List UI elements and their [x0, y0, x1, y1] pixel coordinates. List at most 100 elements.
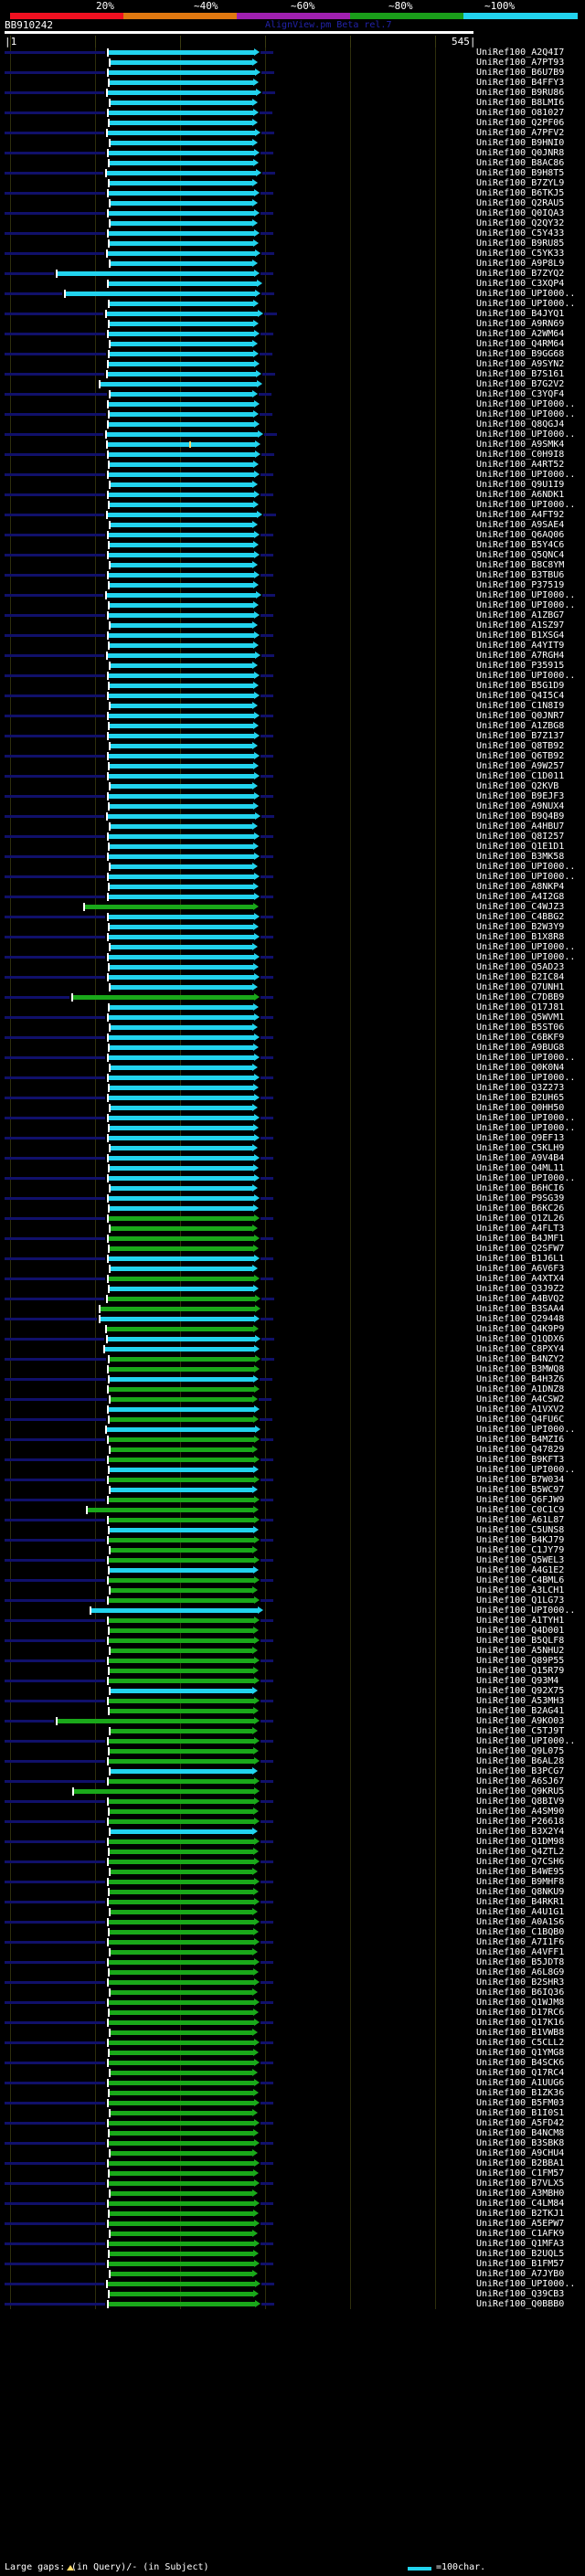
hsp-bar[interactable] [111, 1186, 254, 1191]
alignment-row[interactable]: UniRef100_A9RN69 [0, 319, 585, 329]
hit-label[interactable]: UniRef100_Q1ZL26 [476, 1214, 565, 1224]
hsp-bar[interactable] [107, 312, 259, 316]
hsp-bar[interactable] [109, 2061, 256, 2065]
hit-label[interactable]: UniRef100_A4YIT9 [476, 641, 565, 651]
alignment-row[interactable]: UniRef100_B8C8YM [0, 560, 585, 570]
alignment-row[interactable]: UniRef100_Q4D001 [0, 1626, 585, 1636]
alignment-row[interactable]: UniRef100_A1UUG6 [0, 2078, 585, 2088]
alignment-row[interactable]: UniRef100_Q9KRU5 [0, 1786, 585, 1797]
alignment-row[interactable]: UniRef100_Q93M4 [0, 1676, 585, 1686]
alignment-row[interactable]: UniRef100_B1J6L1 [0, 1254, 585, 1264]
hit-label[interactable]: UniRef100_Q17K16 [476, 2018, 565, 2028]
alignment-row[interactable]: UniRef100_B9RU86 [0, 88, 585, 98]
alignment-row[interactable]: UniRef100_C7DBB9 [0, 992, 585, 1002]
hit-label[interactable]: UniRef100_B4H3Z6 [476, 1374, 565, 1384]
alignment-row[interactable]: UniRef100_B6U7B9 [0, 68, 585, 78]
hit-label[interactable]: UniRef100_A4FLT3 [476, 1224, 565, 1234]
hit-label[interactable]: UniRef100_B9KFT3 [476, 1455, 565, 1465]
hit-label[interactable]: UniRef100_B8LMI6 [476, 98, 565, 108]
alignment-row[interactable]: UniRef100_B3SAA4 [0, 1304, 585, 1314]
hsp-bar[interactable] [109, 422, 256, 427]
alignment-row[interactable]: UniRef100_Q6TB92 [0, 751, 585, 761]
hit-label[interactable]: UniRef100_C5YK33 [476, 249, 565, 259]
hit-label[interactable]: UniRef100_UPI000.. [476, 1425, 576, 1435]
hit-label[interactable]: UniRef100_Q8TB92 [476, 741, 565, 751]
alignment-row[interactable]: UniRef100_UPI000.. [0, 952, 585, 962]
alignment-row[interactable]: UniRef100_B4H3Z6 [0, 1374, 585, 1384]
hit-label[interactable]: UniRef100_B3MWQ8 [476, 1364, 565, 1374]
hsp-bar[interactable] [110, 1126, 255, 1130]
alignment-row[interactable]: UniRef100_A5NHU2 [0, 1646, 585, 1656]
alignment-row[interactable]: UniRef100_B5FM03 [0, 2098, 585, 2108]
alignment-row[interactable]: UniRef100_Q4FU6C [0, 1415, 585, 1425]
hsp-bar[interactable] [111, 1910, 254, 1914]
hsp-bar[interactable] [107, 593, 258, 598]
hit-label[interactable]: UniRef100_B3MK58 [476, 852, 565, 862]
hsp-bar[interactable] [109, 1779, 256, 1784]
hit-label[interactable]: UniRef100_UPI000.. [476, 500, 576, 510]
hit-label[interactable]: UniRef100_C1N8I9 [476, 701, 565, 711]
alignment-row[interactable]: UniRef100_B4FFY3 [0, 78, 585, 88]
hsp-bar[interactable] [109, 2141, 256, 2146]
hit-label[interactable]: UniRef100_UPI000.. [476, 2279, 576, 2289]
alignment-row[interactable]: UniRef100_Q5WEL3 [0, 1555, 585, 1565]
alignment-row[interactable]: UniRef100_Q4K9P9 [0, 1324, 585, 1334]
alignment-row[interactable]: UniRef100_B4JMF1 [0, 1234, 585, 1244]
hit-label[interactable]: UniRef100_A1UUG6 [476, 2078, 565, 2088]
alignment-row[interactable]: UniRef100_Q6FJW9 [0, 1495, 585, 1505]
hit-label[interactable]: UniRef100_C4WJZ3 [476, 902, 565, 912]
hsp-bar[interactable] [109, 1216, 256, 1221]
hsp-bar[interactable] [111, 2191, 254, 2196]
hsp-bar[interactable] [109, 673, 256, 678]
hit-label[interactable]: UniRef100_C6BKF9 [476, 1033, 565, 1043]
alignment-row[interactable]: UniRef100_A1TYH1 [0, 1616, 585, 1626]
hit-label[interactable]: UniRef100_UPI000.. [476, 429, 576, 440]
alignment-row[interactable]: UniRef100_B7ZYL9 [0, 178, 585, 188]
hsp-bar[interactable] [109, 633, 256, 638]
hsp-bar[interactable] [109, 70, 257, 75]
alignment-rows[interactable]: UniRef100_A2Q4I7 UniRef100_A7PT93 UniRef10… [0, 48, 585, 2309]
hsp-bar[interactable] [110, 1417, 255, 1422]
hsp-bar[interactable] [109, 1940, 256, 1945]
hsp-bar[interactable] [109, 1638, 256, 1643]
hit-label[interactable]: UniRef100_Q6TB92 [476, 751, 565, 761]
hit-label[interactable]: UniRef100_B2BBA1 [476, 2158, 565, 2168]
hit-label[interactable]: UniRef100_UPI000.. [476, 1606, 576, 1616]
hit-label[interactable]: UniRef100_B9RU85 [476, 239, 565, 249]
hsp-bar[interactable] [109, 2181, 256, 2186]
hsp-bar[interactable] [110, 121, 254, 125]
hit-label[interactable]: UniRef100_Q2RAU5 [476, 198, 565, 208]
hsp-bar[interactable] [111, 261, 254, 266]
alignment-row[interactable]: UniRef100_B4NZY2 [0, 1354, 585, 1364]
hit-label[interactable]: UniRef100_A9W257 [476, 761, 565, 771]
hit-label[interactable]: UniRef100_B9GG68 [476, 349, 565, 359]
hit-label[interactable]: UniRef100_Q5WEL3 [476, 1555, 565, 1565]
alignment-row[interactable]: UniRef100_B2AG41 [0, 1706, 585, 1716]
alignment-row[interactable]: UniRef100_C4WJZ3 [0, 902, 585, 912]
alignment-row[interactable]: UniRef100_A9V4B4 [0, 1153, 585, 1163]
hsp-bar[interactable] [109, 2201, 256, 2206]
hit-label[interactable]: UniRef100_A1SZ97 [476, 620, 565, 631]
alignment-row[interactable]: UniRef100_C1N8I9 [0, 701, 585, 711]
hsp-bar[interactable] [110, 1166, 255, 1171]
alignment-row[interactable]: UniRef100_A0A1S6 [0, 1917, 585, 1927]
hsp-bar[interactable] [109, 955, 256, 959]
hit-label[interactable]: UniRef100_P35915 [476, 661, 565, 671]
hsp-bar[interactable] [111, 2111, 254, 2115]
hit-label[interactable]: UniRef100_B5JDT8 [476, 1957, 565, 1967]
alignment-row[interactable]: UniRef100_A1DNZ8 [0, 1384, 585, 1394]
hsp-bar[interactable] [109, 1096, 256, 1100]
hsp-bar[interactable] [109, 402, 256, 407]
alignment-row[interactable]: UniRef100_B6AL28 [0, 1756, 585, 1766]
hsp-bar[interactable] [109, 1407, 256, 1412]
hsp-bar[interactable] [109, 1236, 256, 1241]
alignment-row[interactable]: UniRef100_UPI000.. [0, 942, 585, 952]
hsp-bar[interactable] [110, 724, 255, 728]
hsp-bar[interactable] [109, 694, 256, 698]
hsp-bar[interactable] [110, 1246, 255, 1251]
hit-label[interactable]: UniRef100_B9HNI0 [476, 138, 565, 148]
alignment-row[interactable]: UniRef100_Q3Z273 [0, 1083, 585, 1093]
hit-label[interactable]: UniRef100_Q0HH50 [476, 1103, 565, 1113]
alignment-row[interactable]: UniRef100_Q5AD23 [0, 962, 585, 972]
alignment-row[interactable]: UniRef100_B4KJ79 [0, 1535, 585, 1545]
